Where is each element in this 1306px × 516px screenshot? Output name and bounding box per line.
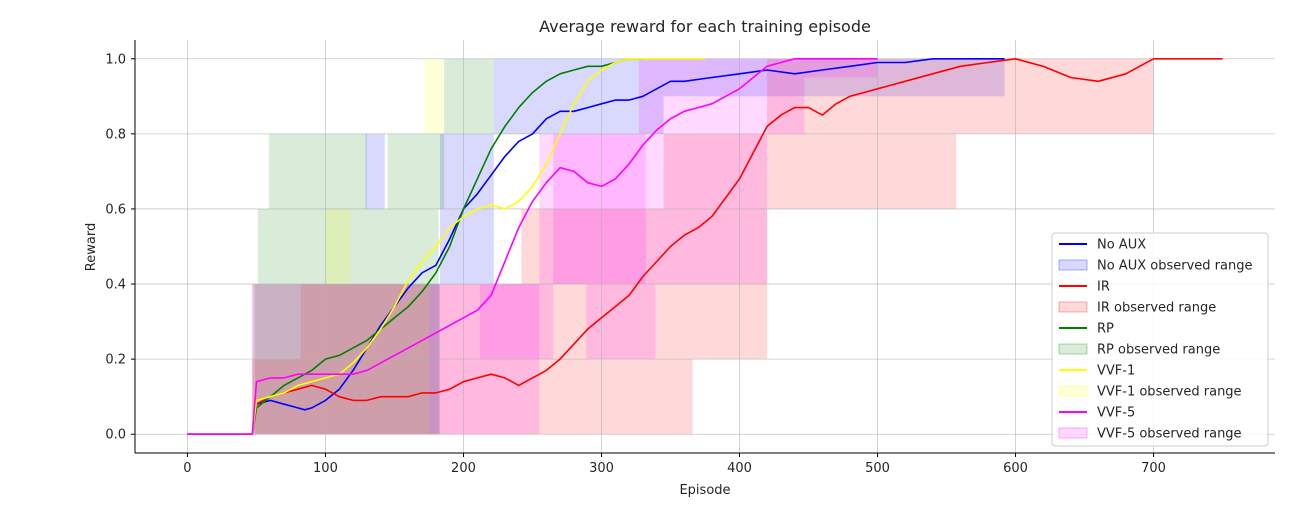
- legend-label: IR: [1097, 280, 1110, 295]
- observed-range-band: [638, 58, 805, 134]
- legend-fill-swatch: [1058, 301, 1088, 313]
- y-ticks: 0.0 0.2 0.4 0.6 0.8 1.0: [105, 52, 135, 443]
- legend-fill-swatch: [1058, 385, 1088, 397]
- legend-fill-swatch: [1058, 259, 1088, 271]
- observed-range-band: [663, 58, 1005, 97]
- legend-label: RP: [1097, 322, 1114, 337]
- legend: No AUX No AUX observed range IR IR observed…: [1051, 232, 1269, 447]
- observed-range-band: [444, 58, 494, 134]
- legend-frame: [1051, 232, 1269, 447]
- legend-label: IR observed range: [1097, 301, 1216, 316]
- series-line: [187, 57, 878, 436]
- legend-label: VVF-5: [1097, 406, 1135, 421]
- legend-fill-swatch: [1058, 343, 1088, 355]
- x-ticks: 0 100 200 300 400 500 600 700: [183, 453, 1166, 476]
- y-tick-label: 0.0: [105, 428, 126, 443]
- x-tick-label: 700: [1141, 461, 1166, 476]
- observed-range-band: [767, 58, 1154, 134]
- y-tick-label: 0.6: [105, 202, 126, 217]
- observed-range-band: [521, 208, 768, 285]
- legend-label: RP observed range: [1097, 343, 1220, 358]
- observed-range-band: [257, 208, 439, 285]
- series-line: [187, 57, 1005, 436]
- legend-label: No AUX observed range: [1097, 259, 1252, 274]
- series-line: [187, 57, 1223, 436]
- observed-range-band: [325, 208, 351, 285]
- observed-range-band: [365, 133, 385, 209]
- chart-title: Average reward for each training episode: [539, 17, 871, 36]
- x-tick-label: 0: [183, 461, 191, 476]
- x-axis-label: Episode: [679, 483, 730, 498]
- y-tick-label: 0.2: [105, 353, 126, 368]
- observed-range-band: [387, 133, 445, 209]
- legend-label: No AUX: [1097, 238, 1146, 253]
- x-tick-label: 400: [727, 461, 752, 476]
- series-lines: [187, 57, 1223, 436]
- x-tick-label: 600: [1003, 461, 1028, 476]
- x-tick-label: 100: [313, 461, 338, 476]
- observed-range-band: [300, 284, 768, 360]
- x-tick-label: 500: [865, 461, 890, 476]
- observed-range-band: [663, 133, 957, 209]
- legend-label: VVF-1: [1097, 364, 1135, 379]
- legend-fill-swatch: [1058, 427, 1088, 439]
- y-tick-label: 0.4: [105, 278, 126, 293]
- y-tick-label: 1.0: [105, 52, 126, 67]
- observed-range-band: [424, 58, 445, 134]
- series-line: [187, 57, 643, 436]
- series-line: [187, 57, 705, 436]
- observed-range-band: [480, 284, 554, 360]
- x-tick-label: 200: [451, 461, 476, 476]
- legend-label: VVF-5 observed range: [1097, 427, 1242, 442]
- y-axis-label: Reward: [84, 223, 99, 271]
- legend-label: VVF-1 observed range: [1097, 385, 1242, 400]
- observed-range-bands: [252, 58, 1154, 435]
- observed-range-band: [268, 133, 367, 209]
- x-tick-label: 300: [589, 461, 614, 476]
- y-tick-label: 0.8: [105, 127, 126, 142]
